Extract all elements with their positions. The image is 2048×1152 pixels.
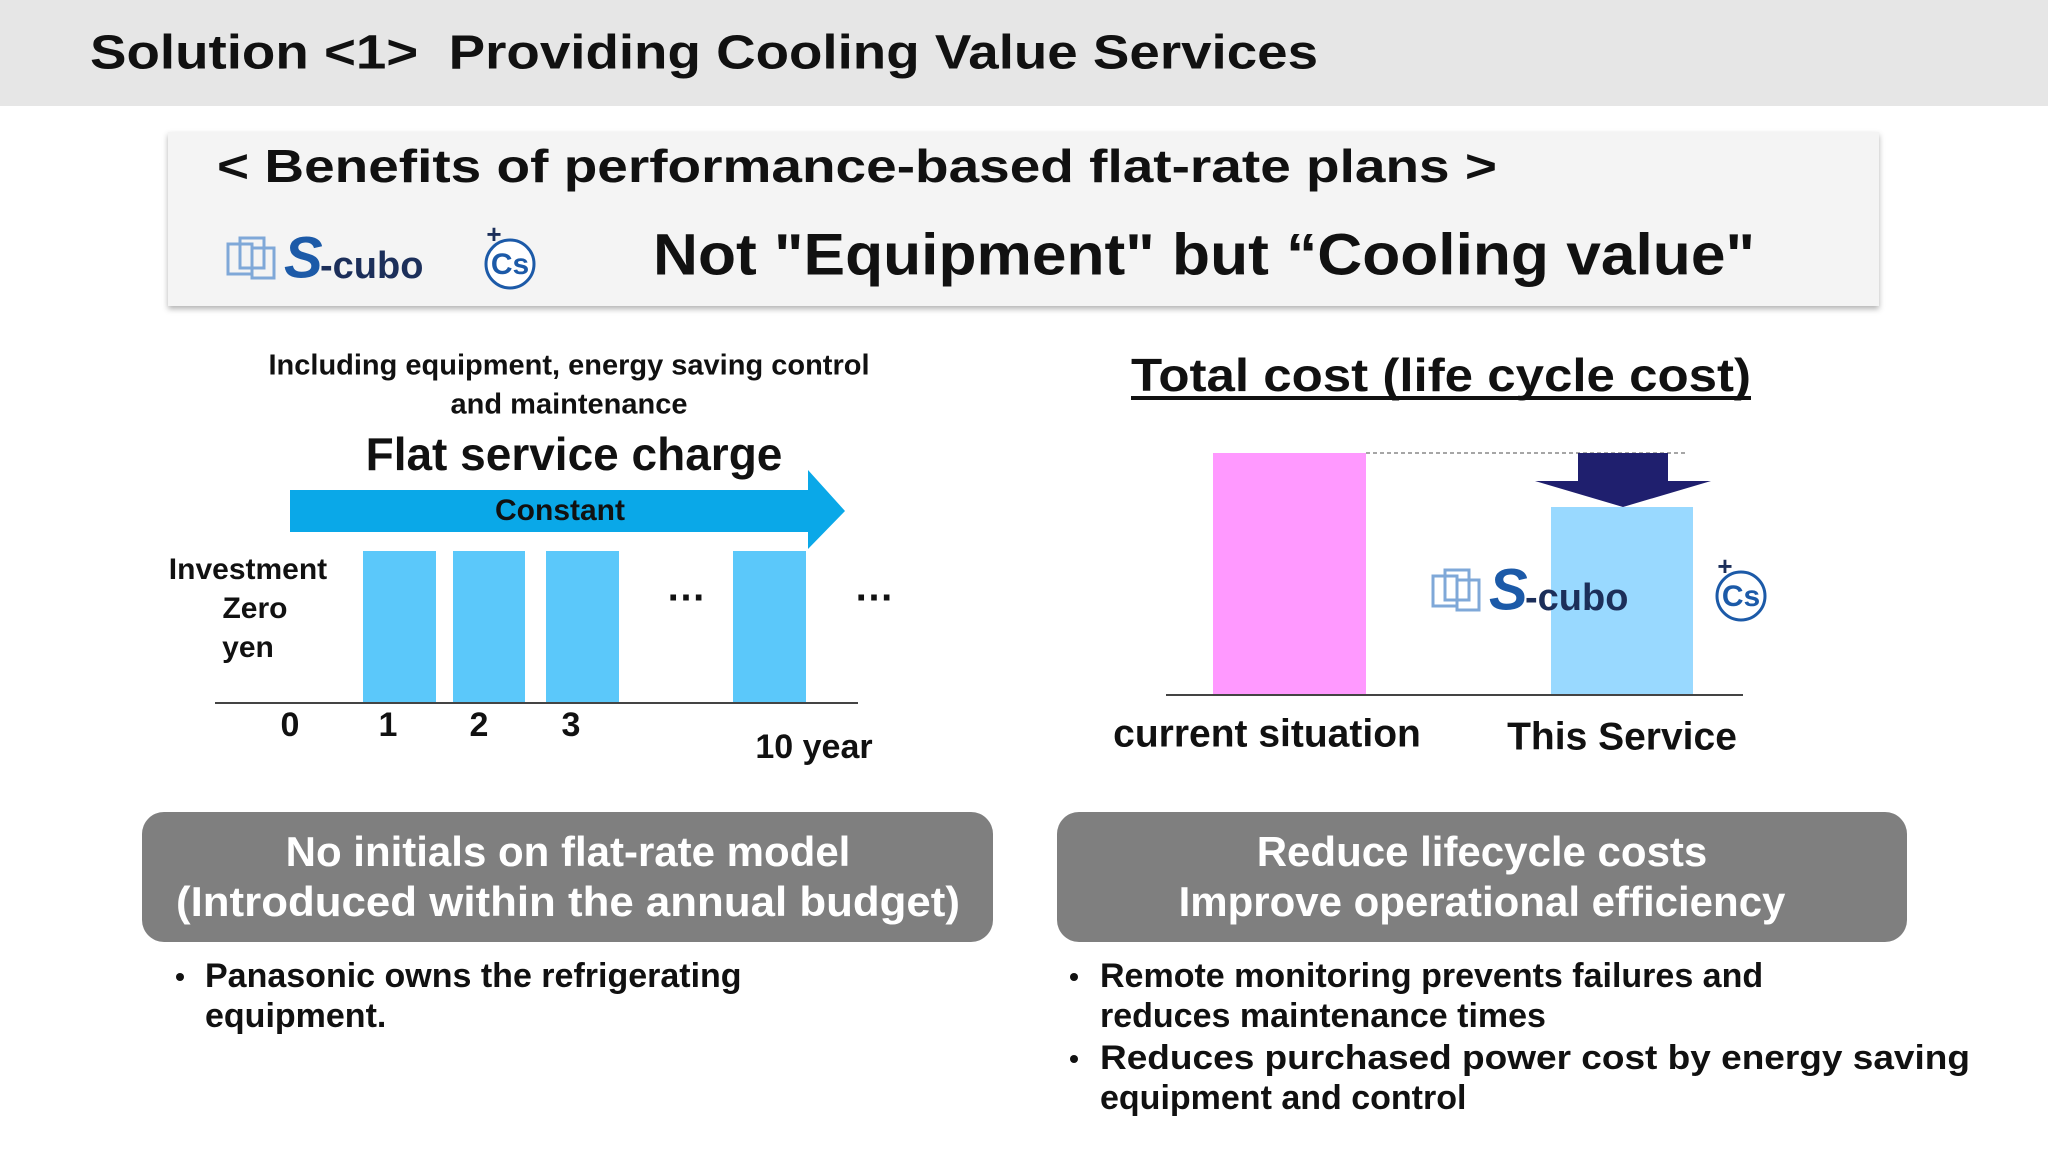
- panel-heading: (Introduced within the annual budget): [176, 878, 960, 925]
- logo-suffix: -cubo: [1525, 577, 1628, 619]
- diagram-title: Flat service charge: [366, 428, 783, 480]
- banner-heading: < Benefits of performance-based flat-rat…: [217, 140, 1497, 192]
- bar: [546, 551, 619, 703]
- logo-badge: Cs: [1722, 580, 1760, 613]
- panel-heading: Improve operational efficiency: [1179, 878, 1786, 925]
- logo-suffix: -cubo: [320, 245, 423, 287]
- logo-plus: +: [486, 219, 501, 249]
- bullet-text: reduces maintenance times: [1100, 997, 1546, 1035]
- cost-label: current situation: [1113, 712, 1421, 755]
- bullet-text: Reduces purchased power cost by energy s…: [1100, 1039, 1970, 1077]
- diagram-title: Total cost (life cycle cost): [1131, 349, 1751, 401]
- cost-label: This Service: [1507, 715, 1737, 758]
- x-label: 1: [379, 706, 398, 744]
- bullet-text: Panasonic owns the refrigerating: [205, 957, 742, 995]
- header-bar: [0, 0, 2048, 106]
- panel-heading: Reduce lifecycle costs: [1257, 828, 1708, 875]
- bullet-dot: [1070, 1055, 1078, 1063]
- caption: and maintenance: [451, 389, 688, 421]
- reduction-arrow: [1535, 453, 1711, 507]
- arrow-label: Constant: [495, 494, 625, 527]
- ellipsis: …: [666, 566, 706, 610]
- panel-box: [142, 812, 993, 942]
- bullet-dot: [176, 973, 184, 981]
- x-label: 2: [470, 706, 489, 744]
- cost-bar-service: [1551, 507, 1693, 695]
- bullet-text: Remote monitoring prevents failures and: [1100, 957, 1763, 995]
- caption: Including equipment, energy saving contr…: [268, 350, 869, 382]
- bullet-text: equipment and control: [1100, 1079, 1466, 1117]
- logo-plus: +: [1717, 551, 1732, 581]
- cost-bar-current: [1213, 453, 1366, 695]
- x-label: 0: [281, 706, 300, 744]
- investment-label: Investment: [169, 553, 327, 586]
- arrow: [290, 470, 845, 549]
- bar: [363, 551, 436, 703]
- bar: [733, 551, 806, 703]
- logo-badge: Cs: [491, 248, 529, 281]
- bullet-dot: [1070, 973, 1078, 981]
- x-label: 3: [562, 706, 581, 744]
- panel-heading: No initials on flat-rate model: [286, 828, 851, 875]
- panel-box: [1057, 812, 1907, 942]
- logo-main: S: [1489, 557, 1528, 622]
- header-title: Solution <1> Providing Cooling Value Ser…: [90, 27, 1318, 80]
- logo-main: S: [284, 225, 323, 290]
- ellipsis: …: [854, 566, 894, 610]
- bar: [453, 551, 525, 703]
- logo-badge-ring: [484, 238, 536, 290]
- logo: S -cubo Cs +: [226, 219, 536, 290]
- end-label: 10 year: [755, 728, 872, 766]
- banner: [168, 132, 1879, 306]
- logo-badge-ring: [1715, 570, 1767, 622]
- slogan: Not "Equipment" but “Cooling value": [653, 222, 1755, 287]
- investment-label: Zero: [222, 592, 287, 625]
- bullet-text: equipment.: [205, 997, 386, 1035]
- investment-label: yen: [222, 631, 274, 664]
- bars: [363, 551, 806, 703]
- logo: S -cubo Cs +: [1431, 551, 1767, 622]
